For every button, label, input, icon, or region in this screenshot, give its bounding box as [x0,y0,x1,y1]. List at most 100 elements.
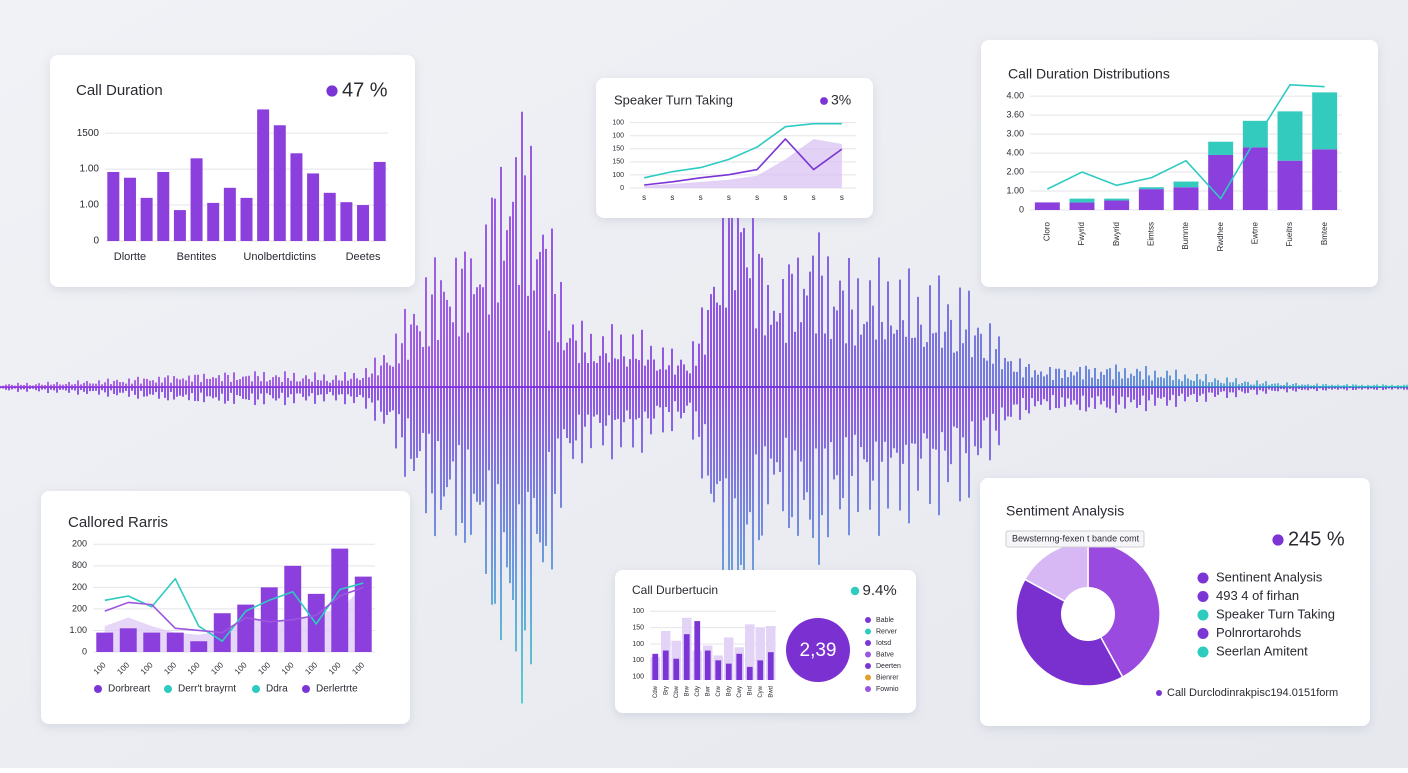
x-tick-label: s [783,193,787,202]
bar [223,187,236,241]
legend-dot [1197,591,1209,602]
center-disc [786,618,850,682]
legend-dot [865,686,871,692]
bar [724,637,734,680]
x-tick-label: Fueitrs [1285,222,1294,246]
y-tick-label: 100 [612,119,624,126]
bar [166,632,184,652]
legend-label: Speaker Turn Taking [1216,606,1335,621]
bar [96,632,114,652]
x-tick-label: Cloro [1042,221,1051,241]
bar [207,202,220,241]
y-tick-label: 150 [612,146,624,153]
card-4: Call Durbertucin 9.4% Bable Rerver Iotsd Batv… [615,570,916,713]
line [104,586,364,634]
x-tick-label: Bry [663,686,669,695]
legend-label: Fownio [876,686,899,693]
x-tick-label: Rwdhee [1216,221,1225,251]
card-title: Sentiment Analysis [1006,503,1124,519]
legend-label: Polnrortarohds [1216,625,1302,640]
bar [683,634,690,680]
bar [273,125,286,241]
legend-label: Derr't brayrnt [178,684,236,695]
bar [715,660,722,680]
bar [307,173,320,241]
legend-label: Rerver [876,628,898,635]
x-tick-label: Ewtne [1250,221,1259,244]
bar [357,205,370,241]
bar [373,161,386,241]
badge-value: 9.4% [863,582,897,599]
bar [354,576,372,652]
x-tick-label: Brw [684,685,690,696]
bar [1104,198,1130,201]
bar [1208,154,1234,210]
legend-label: Deerten [876,663,901,670]
bar [340,202,353,241]
legend-dot [865,674,871,681]
bar [240,197,253,241]
card-title: Callored Rarris [68,514,168,531]
x-tick-label: Bdy [726,686,732,696]
bar [331,548,349,652]
y-tick-label: 200 [72,539,87,549]
line [643,122,842,179]
waveform [0,111,1408,704]
legend-dot [1197,628,1209,639]
bar [757,660,764,680]
y-tick-label: 200 [72,582,87,592]
y-tick-label: 800 [72,560,87,570]
x-tick-label: s [755,193,759,202]
bar [143,632,161,652]
legend-label: 493 4 of firhan [1216,588,1299,603]
footer-text: Call Durclodinrakpisc194.0151form [1167,687,1338,699]
y-tick-label: 100 [612,172,624,179]
bar [1312,92,1338,150]
x-tick-label: Cdy [695,686,701,697]
legend-dot [865,663,871,669]
y-tick-label: 150 [612,159,624,166]
y-tick-label: 2.00 [1006,166,1024,176]
bar [1069,198,1095,203]
bar [673,658,680,680]
bar [1104,200,1130,210]
x-tick-label: s [812,193,816,202]
legend-dot [1197,609,1209,621]
y-tick-label: 1.00 [1006,185,1024,195]
y-tick-label: 0 [93,236,99,247]
pie-hole [1061,587,1115,641]
legend-dot [164,685,172,693]
y-tick-label: 150 [632,624,644,631]
bar [1312,149,1338,210]
card [41,491,410,724]
card-2: Call Duration Distributions 0 1.00 2.00 4.00… [981,40,1378,287]
line [644,138,843,186]
legend-dot [865,628,871,635]
legend-label: Batve [876,651,894,658]
x-tick-label: s [670,193,674,202]
legend-label: Iotsd [876,640,891,647]
bar [1138,187,1164,190]
card-3: Callored Rarris Dorbreart Derr't brayrnt Dd… [41,491,410,724]
card-title: Call Duration Distributions [1008,66,1170,82]
bar [725,663,732,680]
card-0: Call Duration 47 % 0 1.00 1.00 1500 Dlortte Ben… [50,55,415,287]
x-tick-label: Bentites [177,251,217,263]
bar [290,153,303,241]
card-5: Sentiment Analysis 245 % Sentinent Analysi… [980,478,1370,726]
bar [662,650,669,680]
y-tick-label: 200 [72,603,87,613]
legend-label: Bienrer [876,674,899,681]
y-tick-label: 1.00 [80,200,100,211]
x-tick-label: s [699,193,703,202]
bar [704,650,711,680]
bar [123,177,136,241]
legend-label: Dorbreart [108,684,150,695]
badge-value: 47 % [342,79,388,101]
bar [190,158,203,241]
bar [1277,111,1303,161]
x-tick-label: Cbw [674,685,680,698]
x-tick-label: Bwd [768,686,774,698]
y-tick-label: 100 [632,641,644,648]
x-tick-label: Fwyrid [1077,222,1086,246]
